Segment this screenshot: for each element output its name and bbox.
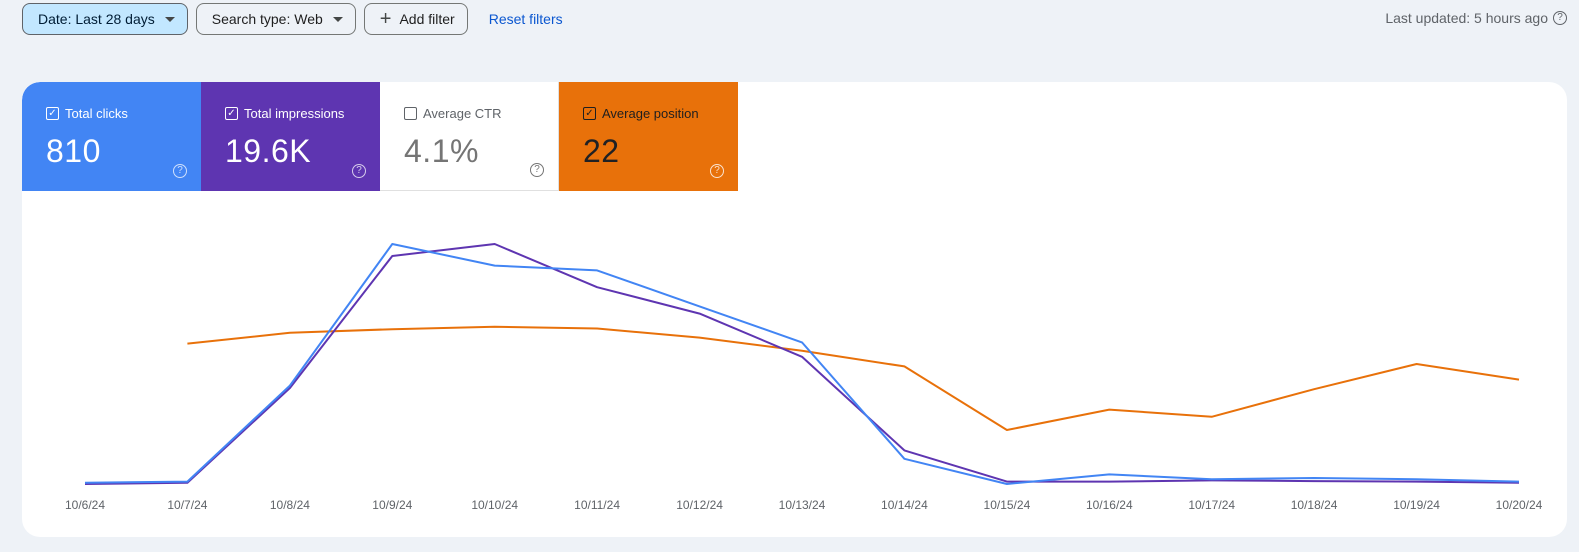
performance-chart: 10/6/24 10/7/24 10/8/24 10/9/24 10/10/24 10/1… xyxy=(65,243,1543,512)
add-filter-button[interactable]: + Add filter xyxy=(363,3,468,35)
date-filter-label: Date: Last 28 days xyxy=(38,11,155,27)
series-line-total-impressions xyxy=(84,243,1520,485)
series-line-average-position xyxy=(187,325,1520,431)
metric-total-clicks[interactable]: ✓ Total clicks 810 ? xyxy=(22,82,201,191)
last-updated-text: Last updated: 5 hours ago xyxy=(1385,10,1548,26)
x-tick-label: 10/8/24 xyxy=(270,498,310,512)
help-icon[interactable]: ? xyxy=(710,164,724,178)
x-tick-label: 10/18/24 xyxy=(1291,498,1338,512)
plus-icon: + xyxy=(379,8,392,30)
x-tick-label: 10/13/24 xyxy=(779,498,826,512)
checkbox-checked-icon[interactable]: ✓ xyxy=(225,107,238,120)
x-tick-label: 10/6/24 xyxy=(65,498,105,512)
metric-label: Total clicks xyxy=(65,106,128,121)
metric-tabs: ✓ Total clicks 810 ? ✓ Total impressions… xyxy=(22,82,738,191)
metric-value: 4.1% xyxy=(404,133,479,169)
checkbox-checked-icon[interactable]: ✓ xyxy=(46,107,59,120)
metric-label: Total impressions xyxy=(244,106,345,121)
x-tick-label: 10/9/24 xyxy=(372,498,412,512)
metric-value: 810 xyxy=(46,133,101,169)
metric-label: Average CTR xyxy=(423,106,502,121)
add-filter-label: Add filter xyxy=(399,11,455,27)
x-tick-label: 10/19/24 xyxy=(1393,498,1440,512)
search-type-chip[interactable]: Search type: Web xyxy=(195,3,356,35)
last-updated-status: Last updated: 5 hours ago ? xyxy=(1385,10,1567,26)
metric-average-position[interactable]: ✓ Average position 22 ? xyxy=(559,82,738,191)
help-icon[interactable]: ? xyxy=(1553,11,1567,25)
x-tick-label: 10/16/24 xyxy=(1086,498,1133,512)
performance-card: 10/6/24 10/7/24 10/8/24 10/9/24 10/10/24 10/1… xyxy=(22,82,1567,537)
checkbox-checked-icon[interactable]: ✓ xyxy=(583,107,596,120)
filter-bar: Date: Last 28 days Search type: Web + Ad… xyxy=(22,3,563,35)
metric-average-ctr[interactable]: Average CTR 4.1% ? xyxy=(380,82,559,191)
help-icon[interactable]: ? xyxy=(173,164,187,178)
x-tick-label: 10/11/24 xyxy=(574,498,620,512)
x-tick-label: 10/10/24 xyxy=(471,498,518,512)
metric-label: Average position xyxy=(602,106,699,121)
checkbox-unchecked-icon[interactable] xyxy=(404,107,417,120)
metric-total-impressions[interactable]: ✓ Total impressions 19.6K ? xyxy=(201,82,380,191)
search-type-label: Search type: Web xyxy=(211,11,323,27)
metric-value: 19.6K xyxy=(225,133,312,169)
x-tick-label: 10/15/24 xyxy=(984,498,1031,512)
chevron-down-icon xyxy=(332,16,343,22)
x-tick-label: 10/7/24 xyxy=(167,498,207,512)
reset-filters-link[interactable]: Reset filters xyxy=(488,11,563,27)
x-tick-label: 10/14/24 xyxy=(881,498,928,512)
help-icon[interactable]: ? xyxy=(352,164,366,178)
chevron-down-icon xyxy=(164,16,175,22)
help-icon[interactable]: ? xyxy=(530,163,544,177)
series-line-total-clicks xyxy=(84,243,1520,485)
x-tick-label: 10/12/24 xyxy=(676,498,723,512)
metric-value: 22 xyxy=(583,133,620,169)
date-filter-chip[interactable]: Date: Last 28 days xyxy=(22,3,188,35)
x-tick-label: 10/20/24 xyxy=(1496,498,1543,512)
x-tick-label: 10/17/24 xyxy=(1188,498,1235,512)
